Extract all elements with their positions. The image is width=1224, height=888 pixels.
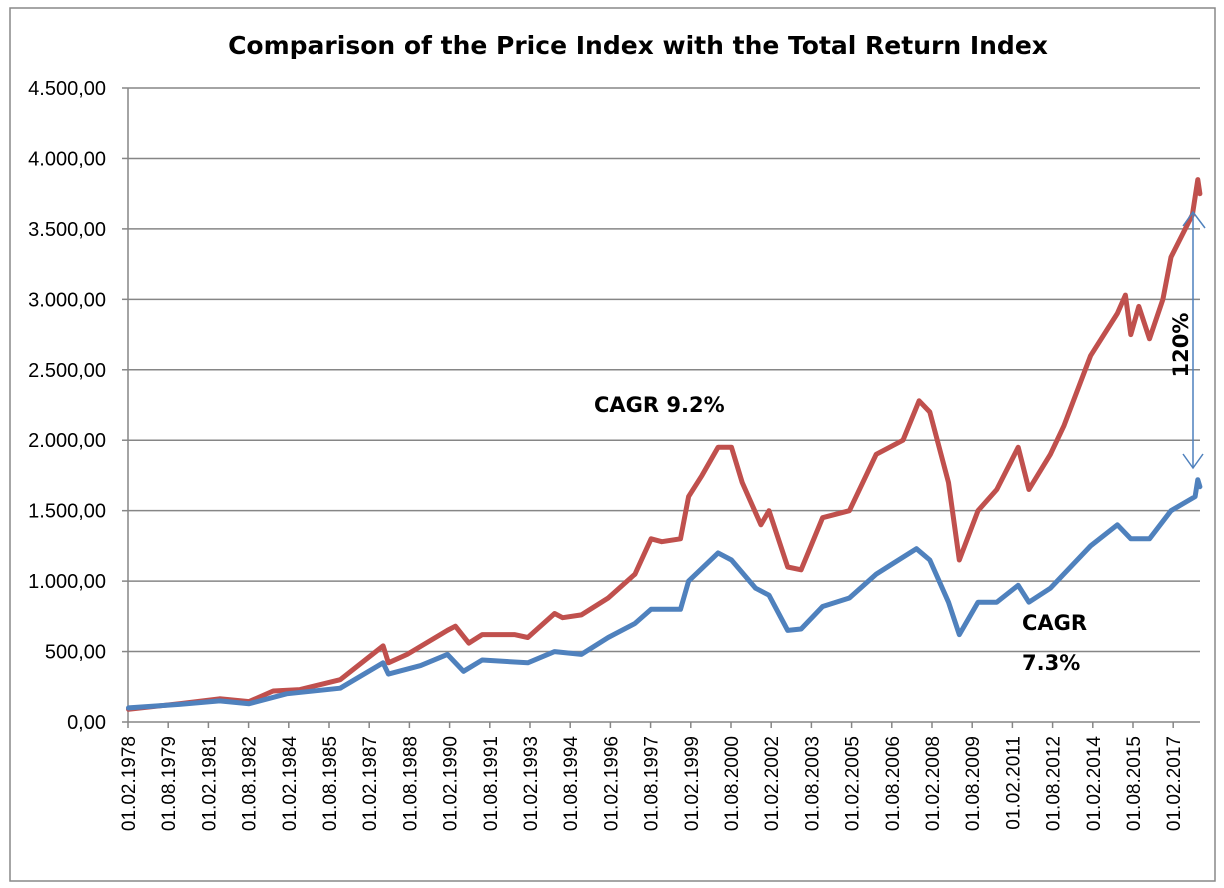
- annotations: CAGR 9.2% CAGR 7.3% 120%: [594, 210, 1206, 675]
- y-axis: 0,00 500,00 1.000,00 1.500,00 2.000,00 2.500,…: [28, 78, 129, 734]
- x-tick-label: 01.08.2012: [1044, 736, 1065, 831]
- x-tick-label: 01.02.1978: [119, 736, 140, 831]
- x-tick-label: 01.08.1994: [561, 736, 582, 832]
- x-tick-label: 01.02.2005: [843, 736, 864, 831]
- annotation-price-cagr-line1: CAGR: [1022, 611, 1087, 635]
- gap-arrow: [1182, 210, 1206, 470]
- x-tick-label: 01.02.1996: [601, 736, 622, 831]
- x-tick-label: 01.02.2014: [1084, 736, 1105, 832]
- y-tick-label: 2.000,00: [28, 430, 106, 452]
- annotation-gap: 120%: [1169, 313, 1193, 378]
- y-tick-label: 2.500,00: [28, 360, 106, 382]
- gridlines: [128, 87, 1200, 653]
- x-axis: 01.02.1978 01.08.1979 01.02.1981 01.08.1982…: [119, 721, 1200, 832]
- y-tick-label: 500,00: [45, 642, 106, 664]
- x-tick-label: 01.02.1993: [521, 736, 542, 831]
- y-tick-label: 1.500,00: [28, 501, 106, 523]
- x-tick-label: 01.08.2003: [802, 736, 823, 831]
- y-tick-label: 1.000,00: [28, 571, 106, 593]
- annotation-total-return-cagr: CAGR 9.2%: [594, 393, 725, 417]
- x-tick-label: 01.08.1991: [481, 736, 502, 831]
- series-line-total-return-index: [126, 177, 1203, 712]
- x-tick-label: 01.08.1985: [320, 736, 341, 831]
- y-tick-label: 4.500,00: [28, 78, 106, 100]
- x-tick-label: 01.02.1990: [441, 736, 462, 831]
- x-tick-label: 01.02.1981: [199, 736, 220, 831]
- chart-border: [9, 7, 1216, 882]
- y-tick-label: 3.000,00: [28, 289, 106, 311]
- x-tick-label: 01.02.2002: [762, 736, 783, 831]
- x-tick-label: 01.08.1982: [240, 736, 261, 831]
- annotation-price-cagr-line2: 7.3%: [1022, 651, 1080, 675]
- y-tick-label: 3.500,00: [28, 219, 106, 241]
- x-tick-label: 01.08.1988: [400, 736, 421, 831]
- x-tick-label: 01.08.2015: [1124, 736, 1145, 831]
- x-tick-label: 01.02.1999: [682, 736, 703, 831]
- series-line-price-index: [126, 477, 1203, 711]
- x-tick-label: 01.02.2017: [1164, 736, 1185, 831]
- x-tick-label: 01.08.2000: [722, 736, 743, 831]
- x-tick-label: 01.02.2011: [1003, 736, 1024, 830]
- x-tick-label: 01.02.1987: [360, 736, 381, 831]
- y-tick-label: 4.000,00: [28, 148, 106, 170]
- x-tick-label: 01.08.1979: [159, 736, 180, 831]
- x-tick-label: 01.02.1984: [280, 736, 301, 832]
- x-tick-label: 01.08.1997: [642, 736, 663, 831]
- x-tick-label: 01.08.2009: [963, 736, 984, 831]
- y-tick-label: 0,00: [67, 712, 106, 734]
- x-tick-label: 01.08.2006: [883, 736, 904, 831]
- x-tick-label: 01.02.2008: [923, 736, 944, 831]
- series-lines: [126, 177, 1203, 712]
- chart-title: Comparison of the Price Index with the T…: [228, 31, 1048, 60]
